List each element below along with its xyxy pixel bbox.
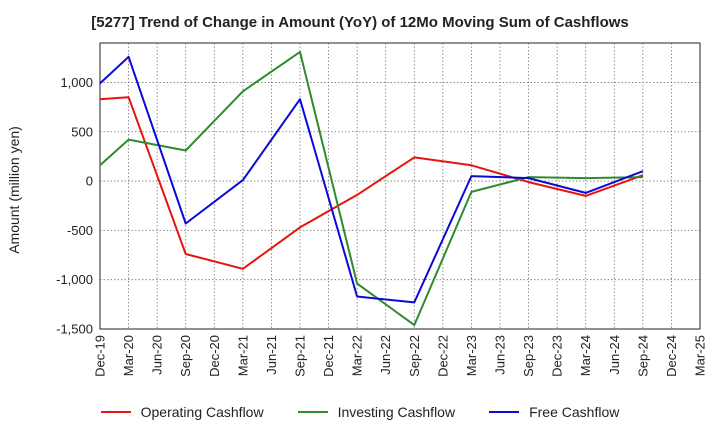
x-tick-label: Sep-21 (293, 335, 308, 377)
x-tick-label: Jun-20 (150, 335, 165, 375)
x-tick-label: Jun-24 (607, 335, 622, 375)
x-tick-label: Mar-21 (235, 335, 250, 376)
legend-item-investing: Investing Cashflow (297, 404, 456, 420)
series-line-free-cashflow (99, 55, 644, 304)
x-tick-labels: Dec-19 Mar-20 Jun-20 Sep-20 Dec-20 Mar-21 Jun-… (93, 335, 708, 377)
x-tick-label: Mar-24 (578, 335, 593, 376)
x-tick-label: Dec-20 (207, 335, 222, 377)
legend-label-free: Free Cashflow (529, 404, 620, 420)
x-tick-label: Dec-24 (664, 335, 679, 377)
y-tick-label: 0 (86, 174, 93, 189)
x-tick-label: Sep-22 (407, 335, 422, 377)
legend-swatch-free (489, 411, 520, 413)
grid-layer (99, 43, 701, 330)
series-line-investing-cashflow (99, 50, 643, 327)
legend-swatch-investing (297, 411, 328, 413)
x-tick-label: Mar-25 (693, 335, 708, 376)
x-tick-label: Dec-19 (93, 335, 108, 377)
x-tick-label: Sep-20 (178, 335, 193, 377)
legend-label-operating: Operating Cashflow (140, 404, 264, 420)
chart-title: [5277] Trend of Change in Amount (YoY) o… (91, 14, 629, 31)
y-tick-label: 1,000 (60, 75, 93, 90)
series-line-operating-cashflow (99, 96, 644, 270)
y-tick-label: -1,000 (56, 272, 93, 287)
y-tick-label: 500 (71, 124, 93, 139)
x-tick-label: Mar-23 (464, 335, 479, 376)
x-tick-label: Mar-22 (350, 335, 365, 376)
x-tick-label: Mar-20 (121, 335, 136, 376)
legend-label-investing: Investing Cashflow (337, 404, 456, 420)
legend-swatch-operating (100, 411, 131, 413)
x-tick-label: Dec-23 (550, 335, 565, 377)
legend-item-operating: Operating Cashflow (100, 404, 264, 420)
plot-frame (99, 42, 701, 330)
y-tick-label: -1,500 (56, 322, 93, 337)
legend-item-free: Free Cashflow (489, 404, 619, 420)
x-tick-label: Jun-22 (378, 335, 393, 375)
y-tick-labels: -1,500 -1,000 -500 0 500 1,000 (56, 75, 93, 337)
y-tick-label: -500 (67, 223, 93, 238)
series-layer (99, 50, 644, 327)
y-axis-title: Amount (million yen) (6, 126, 22, 254)
x-tick-label: Sep-23 (521, 335, 536, 377)
x-tick-label: Dec-22 (435, 335, 450, 377)
x-tick-label: Jun-21 (264, 335, 279, 375)
x-tick-label: Jun-23 (493, 335, 508, 375)
x-tick-label: Dec-21 (321, 335, 336, 377)
x-tick-label: Sep-24 (635, 335, 650, 377)
legend: Operating Cashflow Investing Cashflow Fr… (0, 404, 720, 420)
